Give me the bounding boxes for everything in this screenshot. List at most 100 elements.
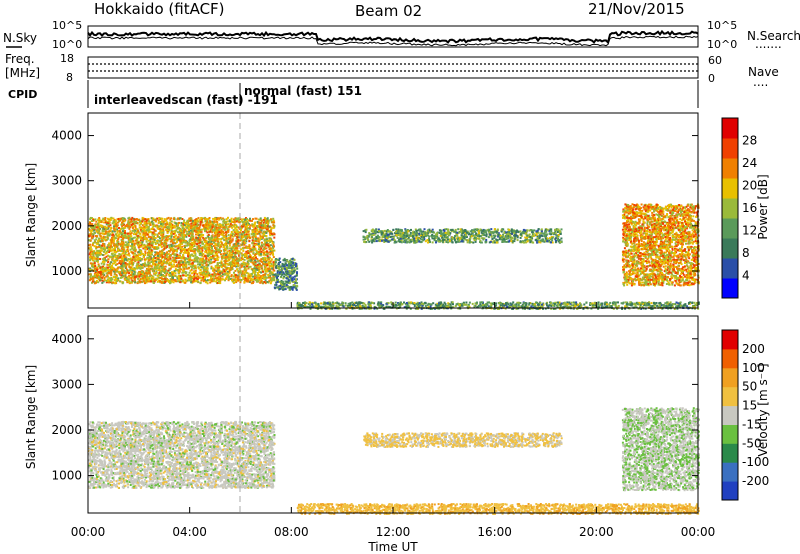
power-cell (153, 280, 156, 283)
power-cell (129, 237, 132, 240)
power-cell (205, 264, 208, 267)
power-cell (172, 238, 174, 241)
power-cell (258, 269, 261, 272)
power-cell (144, 259, 147, 262)
power-cell (173, 263, 176, 266)
power-cell (262, 253, 265, 256)
power-cell (195, 231, 198, 233)
power-cell (173, 249, 176, 252)
power-cell (263, 232, 266, 235)
power-cell (151, 238, 154, 241)
power-cell (121, 245, 124, 248)
power-cell (129, 267, 132, 270)
power-cell (102, 247, 105, 250)
power-cell (235, 228, 238, 231)
power-cell (208, 236, 211, 239)
power-cell (156, 280, 159, 283)
power-cell (253, 257, 255, 260)
power-cell (211, 224, 214, 227)
power-cell (204, 244, 207, 247)
power-cell (240, 237, 243, 240)
power-cell (131, 240, 134, 243)
power-cell (123, 275, 126, 278)
power-cell (217, 269, 220, 271)
power-cell (113, 244, 115, 247)
power-cell (237, 279, 240, 282)
power-cell (142, 280, 145, 283)
power-cell (242, 276, 245, 279)
power-cell (194, 272, 197, 274)
power-cell (222, 273, 224, 276)
power-cell (94, 273, 97, 276)
power-cell (103, 244, 106, 247)
power-cell (94, 240, 97, 243)
power-cell (163, 253, 166, 256)
power-cell (196, 260, 199, 263)
power-cell (177, 277, 180, 280)
power-cell (110, 267, 113, 269)
power-cell (98, 244, 101, 247)
power-cell (264, 227, 267, 230)
power-cell (263, 234, 266, 237)
power-cell (127, 241, 130, 244)
power-cell (226, 252, 229, 255)
power-cell (102, 230, 105, 233)
power-cell (143, 236, 146, 239)
power-cell (240, 219, 243, 222)
power-cell (254, 274, 257, 277)
power-cell (240, 248, 243, 251)
power-cell (268, 265, 271, 268)
power-cell (150, 242, 153, 245)
power-cell (217, 249, 220, 252)
power-cell (216, 277, 219, 279)
power-cell (106, 272, 109, 275)
power-cell (263, 256, 266, 259)
power-cell (160, 273, 163, 276)
power-cell (252, 237, 255, 240)
power-cell (234, 274, 237, 277)
power-cell (243, 231, 246, 234)
power-cell (225, 278, 228, 280)
power-cell (132, 236, 135, 239)
power-cell (171, 271, 173, 274)
power-cell (230, 231, 233, 233)
power-cell (164, 223, 167, 226)
power-cell (101, 281, 104, 284)
power-cell (220, 249, 222, 252)
power-cell (258, 218, 261, 221)
power-cell (101, 230, 104, 232)
power-cell (188, 278, 190, 281)
power-cell (210, 275, 212, 278)
power-cell (204, 255, 207, 258)
power-cell (132, 273, 135, 276)
power-cell (104, 236, 107, 239)
power-cell (216, 256, 219, 259)
power-cell (213, 250, 216, 253)
power-cell (235, 265, 237, 268)
power-cell (154, 253, 157, 256)
power-cell (116, 268, 119, 271)
power-cell (166, 221, 169, 224)
power-cell (246, 237, 249, 240)
power-cell (187, 263, 190, 266)
power-cell (204, 276, 206, 279)
power-cell (132, 277, 135, 280)
power-cell (113, 273, 116, 276)
power-cell (228, 271, 231, 274)
power-cell (144, 246, 147, 249)
power-cell (111, 255, 114, 258)
power-cell (150, 274, 153, 277)
power-cell (141, 216, 144, 219)
power-cell (144, 220, 147, 223)
power-cell (272, 243, 275, 246)
power-cell (89, 229, 92, 232)
power-cell (131, 238, 134, 241)
power-cell (139, 239, 142, 242)
power-cell (270, 240, 273, 242)
power-cell (172, 245, 175, 248)
power-cell (212, 229, 215, 232)
power-cell (191, 245, 194, 248)
power-cell (139, 232, 142, 235)
power-cell (206, 260, 209, 263)
power-cell (228, 275, 230, 278)
